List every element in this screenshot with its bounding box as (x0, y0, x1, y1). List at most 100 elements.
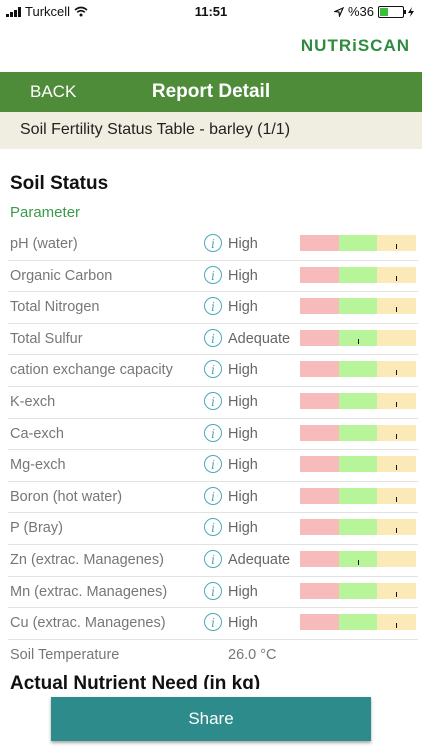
level-high-segment (377, 487, 416, 504)
signal-icon (6, 6, 21, 17)
info-icon[interactable]: i (204, 455, 222, 474)
table-row: P (Bray) i High (8, 513, 418, 545)
status-label: Adequate (228, 551, 291, 568)
level-adequate-segment (339, 614, 377, 631)
status-label: High (228, 236, 258, 252)
level-marker (396, 307, 398, 313)
info-icon[interactable]: i (204, 391, 222, 410)
level-low-segment (300, 519, 339, 536)
level-low-segment (300, 424, 339, 441)
wifi-icon (74, 6, 88, 17)
level-low-segment (300, 582, 339, 599)
info-icon[interactable]: i (204, 423, 222, 442)
parameter-name: Mg-exch (10, 457, 66, 474)
parameter-name: Total Sulfur (10, 330, 83, 347)
level-bar (300, 298, 416, 315)
subheader-text: Soil Fertility Status Table - barley (1/… (20, 121, 291, 138)
level-marker (358, 338, 359, 344)
level-low-segment (300, 266, 339, 283)
level-marker (396, 401, 398, 407)
info-icon[interactable]: i (204, 549, 222, 568)
parameter-name: Organic Carbon (10, 267, 113, 284)
status-label: High (228, 615, 258, 632)
level-high-segment (377, 424, 416, 441)
navbar: BACK Report Detail (0, 72, 422, 112)
parameter-name: P (Bray) (10, 520, 63, 537)
table-row: Organic Carbon i High (8, 261, 418, 293)
info-icon[interactable]: i (204, 265, 222, 284)
parameter-header: Parameter (10, 204, 81, 221)
status-label: High (228, 520, 258, 537)
parameter-name: Cu (extrac. Managenes) (10, 615, 166, 632)
level-bar (300, 487, 416, 504)
info-icon[interactable]: i (204, 297, 222, 316)
level-marker (396, 528, 398, 534)
status-label: High (228, 393, 258, 410)
level-marker (396, 496, 398, 502)
soil-status-title: Soil Status (10, 173, 109, 194)
parameter-name: Zn (extrac. Managenes) (10, 551, 164, 568)
level-bar (300, 424, 416, 441)
back-button[interactable]: BACK (30, 82, 77, 101)
info-icon[interactable]: i (204, 360, 222, 379)
level-high-segment (377, 266, 416, 283)
table-row: cation exchange capacity i High (8, 355, 418, 387)
level-bar (300, 361, 416, 378)
carrier-label: Turkcell (25, 4, 71, 19)
clock: 11:51 (194, 4, 228, 19)
battery-fill (380, 7, 388, 16)
level-marker (396, 433, 398, 439)
level-marker (396, 465, 398, 471)
info-icon[interactable]: i (204, 518, 222, 537)
table-row: Total Sulfur i Adequate (8, 324, 418, 356)
report-content[interactable]: Soil Status Parameter pH (water) i High Org… (0, 149, 422, 689)
level-adequate-segment (339, 329, 377, 346)
level-bar (300, 329, 416, 346)
level-adequate-segment (339, 266, 377, 283)
level-low-segment (300, 392, 339, 409)
share-button[interactable]: Share (51, 697, 371, 741)
info-icon[interactable]: i (204, 613, 222, 632)
level-adequate-segment (339, 582, 377, 599)
parameter-name: Ca-exch (10, 425, 64, 442)
table-row: Soil Temperature 26.0 °C (8, 640, 418, 671)
parameter-name: Mn (extrac. Managenes) (10, 583, 168, 600)
status-label: High (228, 457, 258, 474)
level-adequate-segment (339, 424, 377, 441)
table-row: Ca-exch i High (8, 419, 418, 451)
info-icon[interactable]: i (204, 234, 222, 252)
charging-icon (408, 6, 414, 17)
level-low-segment (300, 456, 339, 473)
level-bar (300, 519, 416, 536)
status-label: High (228, 488, 258, 505)
status-label: High (228, 583, 258, 600)
status-label: High (228, 362, 258, 379)
level-high-segment (377, 235, 416, 251)
status-label: Adequate (228, 330, 291, 347)
level-high-segment (377, 329, 416, 346)
level-high-segment (377, 550, 416, 567)
status-bar: Turkcell 11:51 %36 (0, 0, 422, 24)
info-icon[interactable]: i (204, 328, 222, 347)
level-bar (300, 582, 416, 599)
level-marker (396, 591, 398, 597)
level-adequate-segment (339, 392, 377, 409)
page-title: Report Detail (151, 81, 271, 102)
level-high-segment (377, 519, 416, 536)
info-icon[interactable]: i (204, 486, 222, 505)
level-bar (300, 456, 416, 473)
report-subheader: Soil Fertility Status Table - barley (1/… (0, 112, 422, 149)
level-bar (300, 392, 416, 409)
parameter-list: pH (water) i High Organic Carbon i High Total … (0, 229, 422, 670)
parameter-name: pH (water) (10, 236, 78, 252)
status-right: %36 (333, 4, 414, 19)
level-high-segment (377, 298, 416, 315)
table-row: pH (water) i High (8, 229, 418, 261)
level-marker (396, 244, 398, 249)
level-bar (300, 614, 416, 631)
info-icon[interactable]: i (204, 581, 222, 600)
level-marker (396, 275, 398, 281)
level-adequate-segment (339, 361, 377, 378)
level-high-segment (377, 456, 416, 473)
level-adequate-segment (339, 235, 377, 251)
